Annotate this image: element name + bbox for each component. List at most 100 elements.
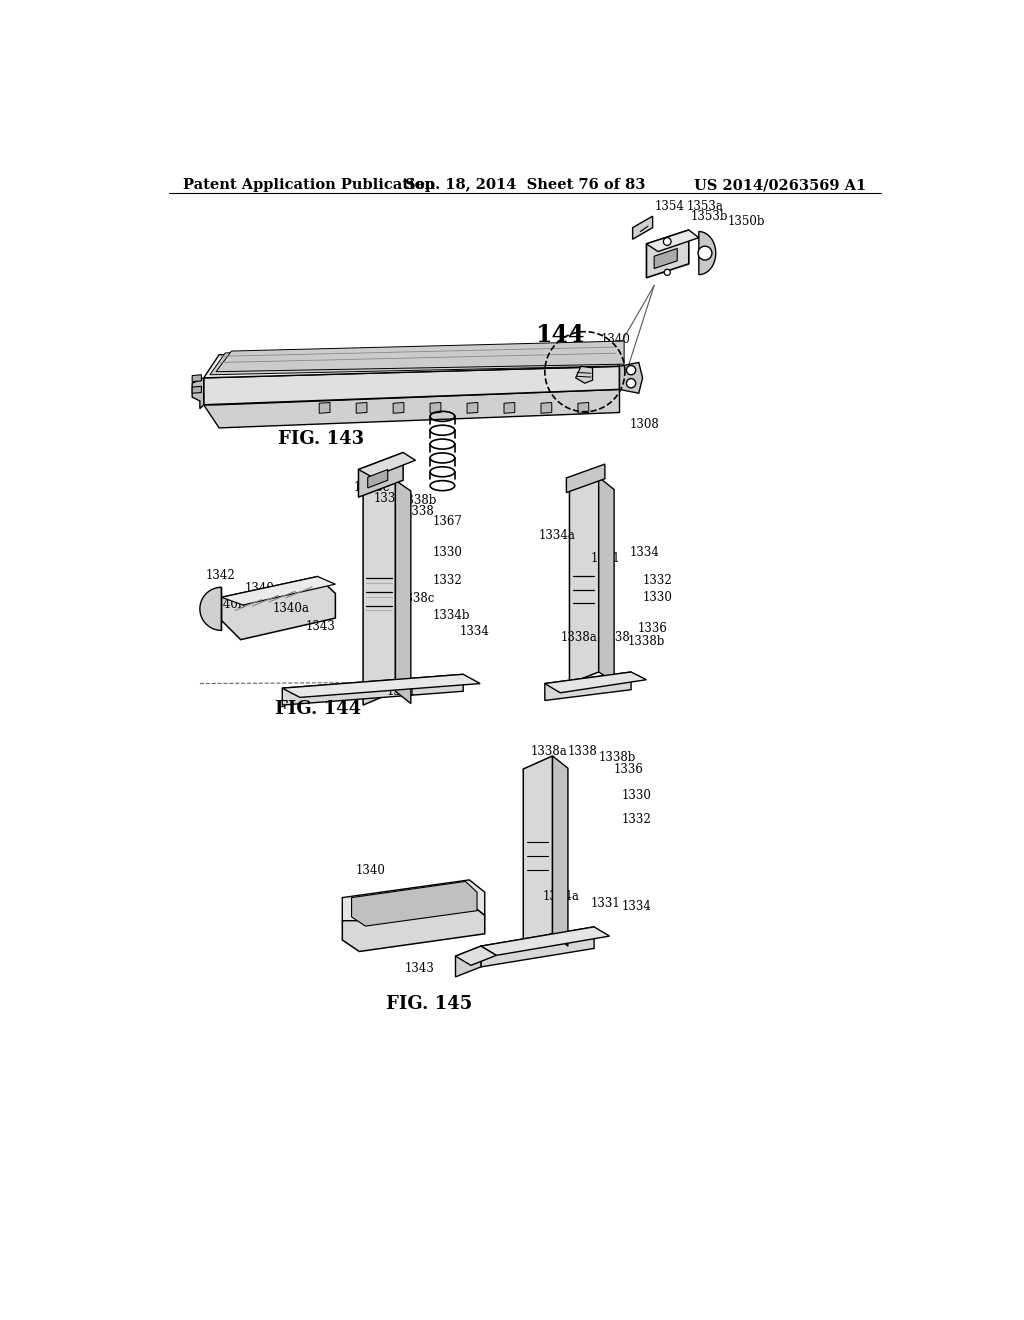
Polygon shape [342,903,484,952]
Polygon shape [620,363,643,393]
Polygon shape [654,248,677,268]
Polygon shape [204,389,620,428]
Text: 1353b: 1353b [691,210,729,223]
Polygon shape [193,375,202,381]
Polygon shape [566,465,605,492]
Polygon shape [523,756,553,946]
Text: 1338a: 1338a [560,631,597,644]
Text: 1338b: 1338b [628,635,665,648]
Text: 1340: 1340 [355,865,385,878]
Text: 1336: 1336 [358,467,388,480]
Polygon shape [646,230,698,252]
Polygon shape [216,341,625,372]
Circle shape [665,269,671,276]
Polygon shape [599,478,614,682]
Polygon shape [541,403,552,413]
Text: 1338: 1338 [600,631,630,644]
Text: 1338: 1338 [568,744,598,758]
Text: 1350b: 1350b [727,215,765,228]
Text: 1330: 1330 [432,546,462,560]
Text: 1308: 1308 [630,417,659,430]
Polygon shape [395,480,411,704]
Polygon shape [319,403,330,413]
Polygon shape [633,216,652,239]
Polygon shape [210,343,617,375]
Text: 1343: 1343 [404,962,434,975]
Polygon shape [193,378,204,409]
Polygon shape [204,367,620,405]
Text: 1338b: 1338b [399,494,436,507]
Text: 1340a: 1340a [273,602,310,615]
Polygon shape [351,882,477,927]
Text: 1343: 1343 [306,620,336,634]
Polygon shape [467,403,478,413]
Text: 1338: 1338 [404,504,434,517]
Text: 1334: 1334 [460,624,490,638]
Text: 1334: 1334 [630,546,659,560]
Text: 1336: 1336 [614,763,644,776]
Text: 1340b: 1340b [209,598,247,611]
Polygon shape [456,946,497,965]
Polygon shape [393,403,403,413]
Circle shape [627,379,636,388]
Text: 1338a: 1338a [374,492,411,506]
Polygon shape [200,587,221,631]
Text: 1331: 1331 [386,685,416,698]
Polygon shape [221,577,336,640]
Polygon shape [358,453,403,498]
Text: 1338c: 1338c [354,480,390,494]
Text: Sep. 18, 2014  Sheet 76 of 83: Sep. 18, 2014 Sheet 76 of 83 [404,178,645,193]
Text: US 2014/0263569 A1: US 2014/0263569 A1 [694,178,866,193]
Polygon shape [578,403,589,413]
Polygon shape [430,403,441,413]
Polygon shape [342,880,484,921]
Circle shape [627,366,636,375]
Text: 1332: 1332 [643,574,673,587]
Text: FIG. 144: FIG. 144 [275,700,361,718]
Polygon shape [575,367,593,383]
Polygon shape [368,470,388,488]
Polygon shape [481,927,594,966]
Text: 1334: 1334 [622,900,651,913]
Text: 1338a: 1338a [531,744,567,758]
Text: 1367: 1367 [432,515,462,528]
Polygon shape [221,577,336,605]
Polygon shape [545,672,631,701]
Text: 1338b: 1338b [599,751,636,764]
Text: 1338c: 1338c [398,593,435,606]
Text: 1334b: 1334b [432,610,470,622]
Polygon shape [356,403,367,413]
Text: Patent Application Publication: Patent Application Publication [183,178,435,193]
Text: 1334a: 1334a [543,890,580,903]
Text: 1332: 1332 [432,574,462,587]
Polygon shape [481,927,609,956]
Polygon shape [553,756,568,946]
Text: 1342: 1342 [206,569,236,582]
Circle shape [664,238,671,246]
Text: FIG. 145: FIG. 145 [386,995,472,1012]
Text: 1330: 1330 [643,591,673,603]
Text: 1340: 1340 [600,333,630,346]
Circle shape [698,246,712,260]
Polygon shape [283,675,480,697]
Text: 1330: 1330 [622,789,651,803]
Polygon shape [646,230,689,277]
Text: 1334a: 1334a [539,529,575,543]
Text: 1353a: 1353a [686,199,723,213]
Polygon shape [193,387,202,393]
Text: 1331: 1331 [591,552,621,565]
Polygon shape [504,403,515,413]
Polygon shape [698,231,716,275]
Text: 1332: 1332 [622,813,651,825]
Polygon shape [545,672,646,693]
Text: 144: 144 [535,323,585,347]
Text: 1336: 1336 [637,622,667,635]
Polygon shape [569,478,599,684]
Polygon shape [456,946,481,977]
Text: 1340: 1340 [245,582,274,594]
Polygon shape [283,675,463,705]
Polygon shape [204,343,620,378]
Polygon shape [358,453,416,478]
Text: 1354: 1354 [654,199,684,213]
Polygon shape [364,480,395,705]
